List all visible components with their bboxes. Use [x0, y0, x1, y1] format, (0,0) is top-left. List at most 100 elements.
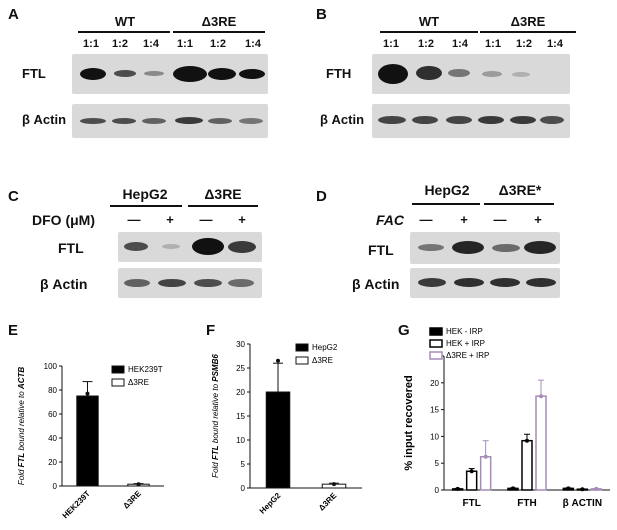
panel-f-y-axis-title-part: FTL [211, 445, 220, 460]
panel-g-data-point [594, 486, 599, 491]
panel-c-actin-blot [118, 268, 262, 298]
panel-f-y-axis-title-part: Fold [211, 460, 220, 478]
panel-a-group-line-d3re [173, 31, 265, 33]
panel-c-sign: — [199, 212, 213, 227]
panel-d-treatment-label: FAC [376, 212, 404, 228]
panel-d-group-line-d3re [484, 203, 554, 205]
panel-f-data-point [332, 482, 336, 487]
panel-g-data-point [483, 454, 488, 459]
panel-c-sign: — [127, 212, 141, 227]
panel-g-data-point [469, 469, 474, 474]
panel-d-row-actin: β Actin [352, 276, 400, 292]
panel-g-bar [535, 395, 547, 491]
panel-g-legend-label: HEK - IRP [446, 327, 483, 336]
panel-e-label: E [8, 322, 19, 339]
panel-f-x-tick-label: Δ3RE [317, 491, 339, 513]
panel-e-x-tick-label: Δ3RE [121, 489, 143, 511]
panel-a-ratio: 1:4 [143, 38, 159, 50]
panel-f-chart: 0 5 10 15 20 25 30 HepG2 Δ3RE HepG2 Δ3RE Fold FTL b… [211, 340, 362, 516]
panel-e-y-tick-label: 100 [44, 362, 58, 371]
panel-g-legend-swatch [429, 339, 443, 348]
panel-d-sign: — [419, 212, 433, 227]
panel-b-row-actin: β Actin [320, 112, 365, 127]
panel-e-legend-label: HEK239T [128, 365, 163, 374]
panel-a: A WT Δ3RE 1:1 1:2 1:4 1:1 1:2 1:4 FTL β … [0, 0, 300, 150]
panel-g-bar [465, 470, 478, 491]
panel-c-row-actin: β Actin [40, 276, 88, 292]
panel-b-group-wt: WT [418, 14, 440, 29]
panel-e-y-axis-title-part: bound relative to [17, 389, 26, 453]
panel-g-data-point [511, 486, 515, 491]
panel-e-y-tick-label: 40 [48, 434, 57, 443]
panel-g-y-axis-title: % input recovered [403, 375, 415, 470]
panel-f-y-axis-title-part: bound relative to [211, 382, 220, 446]
panel-e-y-tick-label: 0 [53, 482, 58, 491]
panel-b-ratio: 1:2 [516, 38, 532, 50]
panel-g-data-point [566, 486, 571, 491]
panel-e-y-axis-title-part: Fold [17, 467, 26, 485]
panel-g-label: G [398, 322, 410, 339]
panel-c-row-ftl: FTL [58, 240, 84, 256]
panel-e-legend-swatch [111, 365, 125, 374]
panel-b-ratio: 1:1 [485, 38, 501, 50]
panel-a-group-wt: WT [114, 14, 136, 29]
panel-f-y-tick-label: 10 [236, 436, 245, 445]
panel-d-label: D [316, 188, 327, 205]
panel-c-group-hepg2: HepG2 [122, 186, 168, 202]
panel-e-x-tick-label: HEK239T [61, 489, 92, 520]
panel-g-y-tick-label: 20 [430, 379, 439, 388]
panel-b-ratio: 1:1 [383, 38, 399, 50]
panel-c-group-d3re: Δ3RE [204, 186, 242, 202]
panel-c-treatment-label: DFO (μM) [32, 212, 95, 228]
panel-c-sign: + [238, 212, 246, 227]
panel-f-y-tick-label: 5 [241, 460, 246, 469]
panel-g-data-point [539, 394, 543, 399]
panel-e-y-tick-label: 80 [48, 386, 57, 395]
panel-f-y-tick-label: 20 [236, 388, 245, 397]
panel-b-group-line-wt [380, 31, 478, 33]
panel-f-y-tick-label: 15 [236, 412, 245, 421]
panel-c-ftl-blot [118, 232, 262, 262]
panel-g-x-tick-label: FTH [517, 498, 536, 509]
panel-a-ratio: 1:1 [177, 38, 193, 50]
panel-a-row-actin: β Actin [22, 112, 67, 127]
panel-f-y-axis-title-part: PSMB6 [211, 354, 220, 382]
panel-f-x-tick-label: HepG2 [258, 491, 283, 516]
panel-c-label: C [8, 188, 19, 205]
panel-b-label: B [316, 6, 327, 23]
panel-b-actin-blot [372, 104, 570, 138]
panel-f-legend-swatch [295, 343, 309, 352]
panel-a-ratio: 1:1 [83, 38, 99, 50]
panel-g-y-tick-label: 10 [430, 432, 439, 441]
panel-e-y-axis-title-part: FTL [17, 453, 26, 468]
panel-f-y-tick-label: 25 [236, 364, 245, 373]
panel-d-group-d3re: Δ3RE* [498, 182, 542, 198]
panel-g-legend-label: HEK + IRP [446, 339, 485, 348]
panel-f-y-tick-label: 30 [236, 340, 245, 349]
panel-e-legend-swatch [111, 378, 125, 387]
panel-a-ratio: 1:4 [245, 38, 261, 50]
panel-g-data-point [525, 438, 529, 443]
panel-g-legend-swatch [429, 351, 443, 360]
panel-f-legend-label: Δ3RE [312, 356, 333, 365]
panel-d-actin-blot [410, 268, 560, 298]
panel-a-row-ftl: FTL [22, 66, 46, 81]
panel-a-group-line-wt [78, 31, 170, 33]
panel-g-legend-label: Δ3RE + IRP [446, 351, 489, 360]
panel-f-data-point [276, 358, 280, 363]
panel-a-group-d3re: Δ3RE [201, 14, 237, 29]
panel-g-y-tick-label: 0 [435, 486, 440, 495]
panel-e-data-point [85, 391, 90, 396]
panel-a-label: A [8, 6, 19, 23]
panel-d-row-ftl: FTL [368, 242, 394, 258]
panel-g-bar [479, 456, 492, 491]
panel-g-y-tick-label: 15 [430, 406, 439, 415]
panel-b-group-d3re: Δ3RE [510, 14, 546, 29]
panel-c-group-line-hepg2 [110, 205, 182, 207]
panel-g-bar [521, 439, 533, 491]
panel-d-ftl-blot [410, 232, 560, 264]
panel-g-x-tick-label: FTL [463, 498, 481, 509]
panel-d-sign: — [493, 212, 507, 227]
panel-a-ftl-blot [72, 54, 268, 94]
